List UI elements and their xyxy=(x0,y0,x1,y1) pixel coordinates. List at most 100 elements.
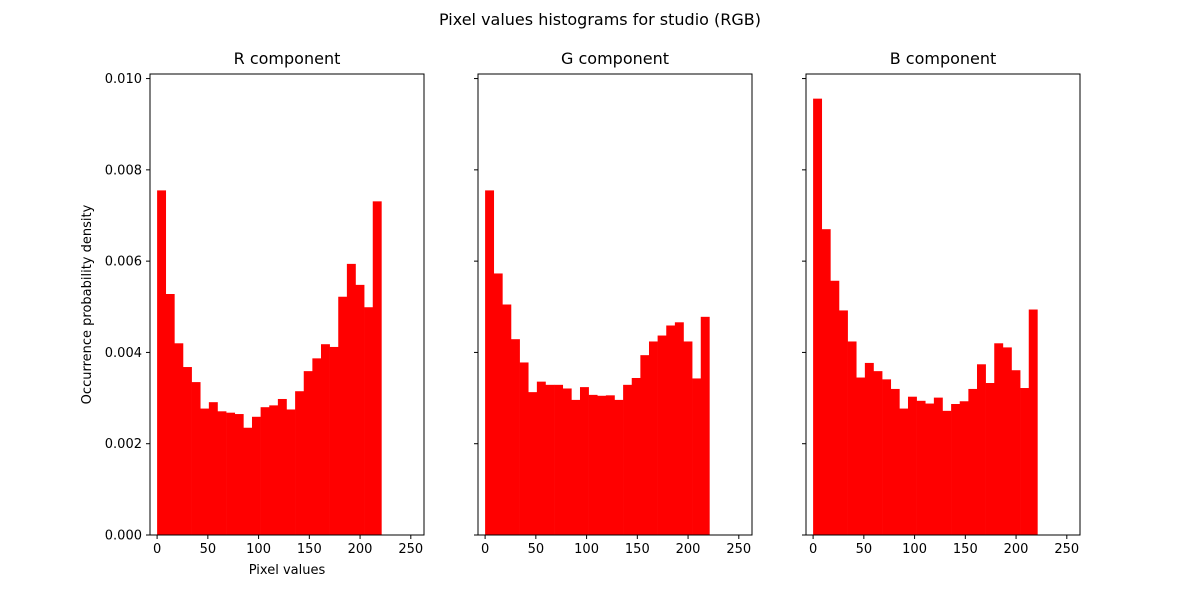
histogram-bar xyxy=(588,394,598,535)
axes-frame xyxy=(805,73,1081,536)
x-tick-label: 50 xyxy=(856,542,873,557)
histogram-bar xyxy=(959,401,969,535)
histogram-bar xyxy=(295,391,305,535)
y-tick-label: 0.002 xyxy=(105,437,142,452)
histogram-bar xyxy=(338,296,348,535)
histogram-bar xyxy=(614,399,624,535)
histogram-bar xyxy=(856,377,866,535)
panel-1: 0 50 100 150 200 250 0.000 0.002 0.004 0.006 0.008… xyxy=(80,49,425,578)
histogram-bar xyxy=(1011,370,1021,535)
histogram-bar xyxy=(536,381,546,535)
histogram-bar xyxy=(277,398,287,535)
histogram-bar xyxy=(985,383,995,535)
histogram-bar xyxy=(355,284,365,535)
histogram-bar xyxy=(579,387,589,535)
histogram-bar xyxy=(303,371,313,535)
histogram-bar xyxy=(916,400,926,535)
histogram-bar xyxy=(813,98,823,535)
y-tick-label: 0.004 xyxy=(105,346,142,361)
x-tick-label: 250 xyxy=(398,542,423,557)
panel-2: 0 50 100 150 200 250 G component xyxy=(474,49,753,557)
histogram-bar xyxy=(700,316,710,535)
x-tick-label: 150 xyxy=(953,542,978,557)
histogram-bar xyxy=(234,414,244,535)
x-axis-label: Pixel values xyxy=(249,563,326,578)
histogram-bar xyxy=(243,427,253,535)
subplot-title: B component xyxy=(890,49,997,68)
x-tick-label: 0 xyxy=(481,542,489,557)
histogram-bar xyxy=(320,344,330,535)
histogram-bar xyxy=(182,367,192,535)
histogram-bar xyxy=(165,294,175,535)
x-tick-label: 50 xyxy=(200,542,217,557)
histogram-bar xyxy=(847,341,857,535)
histogram-bar xyxy=(571,399,581,535)
histogram-bar xyxy=(899,408,909,535)
histogram-bar xyxy=(821,229,831,536)
histogram-bar xyxy=(933,397,943,535)
x-tick-label: 50 xyxy=(528,542,545,557)
histogram-bar xyxy=(674,322,684,535)
x-tick-label: 100 xyxy=(574,542,599,557)
x-tick-label: 0 xyxy=(153,542,161,557)
histogram-bar xyxy=(864,362,874,535)
x-tick-label: 200 xyxy=(1004,542,1029,557)
histogram-bar xyxy=(312,358,322,535)
histogram-bar xyxy=(485,190,495,535)
figure-title: Pixel values histograms for studio (RGB) xyxy=(439,10,761,29)
histogram-bar xyxy=(951,404,961,535)
y-tick-label: 0.010 xyxy=(105,72,142,87)
histogram-bar xyxy=(907,396,917,535)
histogram-bar xyxy=(692,378,702,535)
histogram-bar xyxy=(994,343,1004,535)
histogram-bar xyxy=(200,408,210,535)
y-tick-label: 0.006 xyxy=(105,255,142,270)
histogram-bar xyxy=(882,379,892,535)
panel-3: 0 50 100 150 200 250 B component xyxy=(802,49,1081,557)
histogram-bar xyxy=(648,341,658,535)
histogram-bar xyxy=(890,388,900,535)
histogram-bar xyxy=(1028,309,1038,535)
histogram-bar xyxy=(545,384,555,535)
histogram-bar xyxy=(372,201,382,535)
histogram-bar xyxy=(1020,388,1030,535)
histogram-bar xyxy=(640,355,650,535)
x-tick-label: 200 xyxy=(348,542,373,557)
histogram-bar xyxy=(657,335,667,535)
x-tick-label: 100 xyxy=(246,542,271,557)
histogram-bar xyxy=(208,402,218,535)
histogram-bar xyxy=(976,364,986,535)
x-tick-label: 250 xyxy=(726,542,751,557)
axes-frame xyxy=(477,73,753,536)
histogram-bar xyxy=(605,395,615,535)
histogram-bar xyxy=(286,409,296,535)
axes-frame xyxy=(149,73,425,536)
histogram-bar xyxy=(666,325,676,535)
x-tick-label: 100 xyxy=(902,542,927,557)
histogram-bar xyxy=(502,304,512,535)
histogram-bar xyxy=(968,388,978,535)
histogram-bar xyxy=(174,343,184,535)
histogram-bar xyxy=(217,411,227,535)
histogram-bar xyxy=(329,346,339,535)
histogram-bar xyxy=(597,395,607,535)
x-tick-label: 0 xyxy=(809,542,817,557)
histogram-bar xyxy=(260,407,270,535)
y-axis-label: Occurrence probability density xyxy=(80,204,95,404)
histogram-bar xyxy=(838,310,848,535)
x-tick-label: 250 xyxy=(1054,542,1079,557)
histogram-bar xyxy=(942,410,952,535)
x-tick-label: 150 xyxy=(625,542,650,557)
histogram-bar xyxy=(623,384,633,535)
histogram-bar xyxy=(925,403,935,535)
histogram-bar xyxy=(830,280,840,535)
histogram-bar xyxy=(1002,347,1012,535)
histogram-bar xyxy=(683,341,693,535)
histogram-bar xyxy=(226,412,236,535)
histogram-panels: 0 50 100 150 200 250 0.000 0.002 0.004 0.006 0.008… xyxy=(80,49,1081,578)
histogram-bar xyxy=(269,405,279,535)
histogram-bar xyxy=(364,307,374,535)
histogram-bar xyxy=(251,416,261,535)
y-tick-label: 0.008 xyxy=(105,163,142,178)
